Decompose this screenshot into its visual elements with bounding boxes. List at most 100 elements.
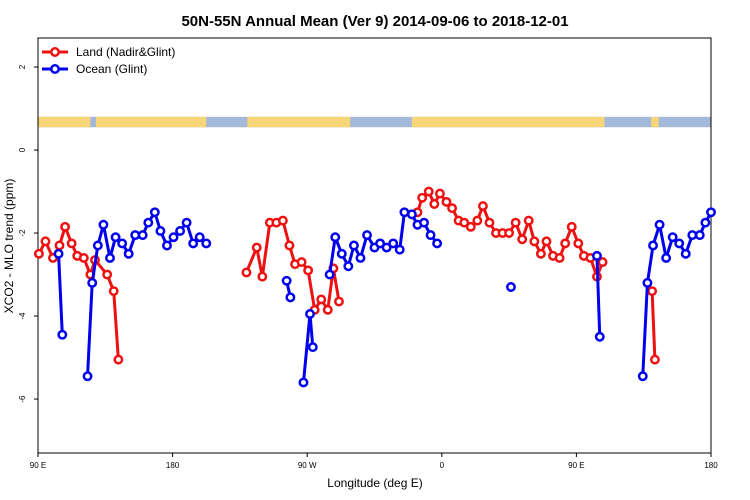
data-point [597, 257, 608, 268]
legend-item-land: Land (Nadir&Glint) [42, 45, 175, 59]
data-point [298, 377, 309, 388]
x-tick-label: 0 [440, 461, 445, 470]
x-tick-label: 90 E [30, 461, 46, 470]
data-point [419, 217, 429, 228]
data-point [82, 371, 93, 382]
data-point [105, 253, 115, 263]
data-point [92, 240, 103, 251]
strip-ocean [38, 116, 711, 128]
data-point [706, 207, 716, 218]
data-point [667, 232, 678, 243]
data-point [381, 242, 392, 253]
data-point [123, 248, 134, 259]
y-tick-label: 2 [18, 64, 27, 69]
data-point [425, 230, 436, 241]
data-point [284, 240, 295, 251]
strip-land [651, 116, 659, 128]
data-point [281, 275, 292, 286]
data-point [305, 309, 315, 319]
y-axis-label: XCO2 - MLO trend (ppm) [2, 179, 16, 314]
y-axis: -6 -4 -2 0 2 [18, 64, 38, 403]
data-point [78, 253, 89, 263]
strip-land [411, 116, 605, 128]
plot-frame [37, 37, 712, 454]
data-point [181, 217, 192, 228]
data-point [375, 238, 386, 249]
data-point [175, 226, 186, 236]
data-point [40, 236, 51, 247]
data-point [355, 253, 366, 263]
data-point [303, 265, 314, 276]
data-point [535, 248, 546, 259]
data-point [113, 354, 124, 365]
data-point [66, 238, 77, 249]
data-point [33, 248, 44, 259]
data-point [102, 269, 113, 280]
data-point [649, 354, 660, 365]
data-point [694, 230, 705, 241]
strip-land [247, 116, 351, 128]
legend-label-ocean: Ocean (Glint) [76, 62, 147, 76]
strip-land [38, 116, 91, 128]
data-point [465, 221, 476, 232]
data-point [566, 221, 577, 232]
legend: Land (Nadir&Glint) Ocean (Glint) [42, 45, 175, 76]
y-tick-label: 0 [18, 147, 27, 152]
data-point [434, 188, 445, 199]
series-ocean [53, 207, 716, 388]
data-point [53, 248, 64, 259]
data-point [406, 209, 417, 220]
data-point [110, 232, 121, 243]
data-point [334, 296, 344, 307]
x-tick-label: 180 [166, 461, 180, 470]
data-point [661, 253, 672, 263]
data-point [517, 234, 528, 245]
land-ocean-strip [38, 116, 711, 128]
data-point [560, 238, 571, 249]
data-point [348, 240, 359, 251]
data-point [194, 232, 205, 243]
data-point [441, 196, 452, 207]
data-point [336, 248, 347, 259]
x-axis-label: Longitude (deg E) [327, 476, 422, 490]
data-point [573, 238, 584, 249]
data-point [108, 286, 119, 297]
data-point [60, 221, 71, 232]
data-point [637, 371, 648, 382]
data-point [343, 261, 354, 272]
data-point [57, 329, 68, 340]
series-line [57, 253, 64, 335]
data-point [594, 331, 605, 342]
data-point [700, 217, 711, 228]
data-point [188, 238, 199, 249]
data-point [432, 238, 443, 249]
data-point [87, 277, 98, 288]
data-point [417, 192, 428, 203]
data-point [117, 238, 128, 249]
legend-item-ocean: Ocean (Glint) [42, 62, 147, 76]
data-point [277, 215, 288, 226]
data-point [324, 269, 335, 280]
data-point [316, 294, 327, 305]
data-point [429, 199, 440, 209]
data-point [394, 244, 405, 255]
data-point [541, 236, 552, 247]
series-line [595, 255, 602, 337]
y-tick-label: -2 [18, 229, 27, 237]
data-point [459, 217, 470, 228]
legend-marker-ocean [50, 64, 60, 74]
data-point [285, 292, 296, 303]
data-point [642, 277, 653, 288]
y-tick-label: -6 [18, 395, 27, 403]
data-point [447, 203, 458, 214]
data-point [362, 230, 372, 241]
data-point [472, 215, 483, 226]
data-point [330, 232, 341, 243]
x-tick-label: 90 W [298, 461, 317, 470]
data-point [137, 230, 148, 241]
data-point [98, 219, 109, 230]
data-point [162, 240, 172, 251]
data-point [554, 253, 565, 263]
data-point [296, 257, 307, 268]
